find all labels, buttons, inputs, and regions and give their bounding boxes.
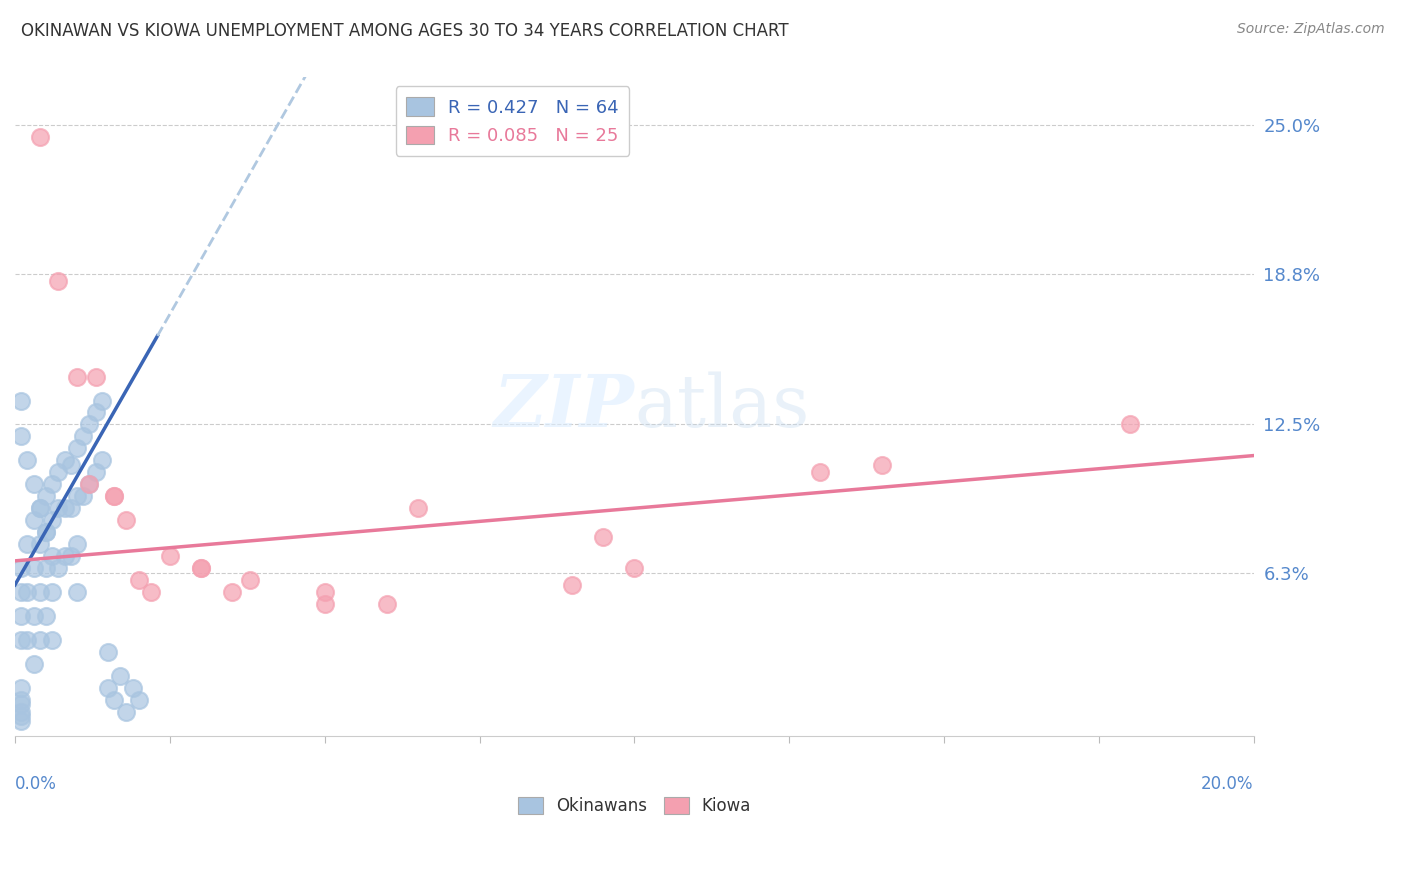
Point <box>15 537 38 551</box>
Point <box>406 501 429 516</box>
Point <box>10 429 32 443</box>
Point <box>103 692 125 706</box>
Point <box>28 501 51 516</box>
Point <box>97 645 120 659</box>
Point <box>79 477 101 491</box>
Point <box>10 632 32 647</box>
Point <box>66 369 89 384</box>
Point <box>10 692 32 706</box>
Point <box>90 393 112 408</box>
Point <box>15 632 38 647</box>
Point <box>41 513 63 527</box>
Point <box>375 597 398 611</box>
Point <box>1119 417 1142 432</box>
Point <box>314 597 336 611</box>
Point <box>10 561 32 575</box>
Point <box>128 573 150 587</box>
Point <box>53 501 76 516</box>
Point <box>314 585 336 599</box>
Point <box>103 489 125 503</box>
Point <box>22 513 45 527</box>
Point <box>66 585 89 599</box>
Point <box>221 585 243 599</box>
Point <box>115 513 138 527</box>
Point <box>28 585 51 599</box>
Point <box>79 477 101 491</box>
Point <box>59 549 82 563</box>
Point <box>53 453 76 467</box>
Point <box>66 489 89 503</box>
Point <box>10 681 32 695</box>
Point <box>10 585 32 599</box>
Text: ZIP: ZIP <box>494 371 634 442</box>
Point <box>561 578 583 592</box>
Point <box>41 477 63 491</box>
Point <box>10 393 32 408</box>
Text: 20.0%: 20.0% <box>1201 775 1254 793</box>
Point <box>22 477 45 491</box>
Point <box>870 458 893 472</box>
Point <box>623 561 645 575</box>
Point <box>97 681 120 695</box>
Point <box>10 698 32 712</box>
Text: atlas: atlas <box>634 371 810 442</box>
Point <box>90 453 112 467</box>
Point <box>28 537 51 551</box>
Point <box>22 608 45 623</box>
Point <box>84 369 107 384</box>
Point <box>41 549 63 563</box>
Point <box>110 669 132 683</box>
Point <box>121 681 143 695</box>
Point <box>84 405 107 419</box>
Point <box>592 530 614 544</box>
Point <box>72 429 94 443</box>
Point <box>159 549 181 563</box>
Point <box>35 525 58 540</box>
Point <box>141 585 163 599</box>
Point <box>66 537 89 551</box>
Point <box>10 608 32 623</box>
Point <box>15 453 38 467</box>
Point <box>84 466 107 480</box>
Point <box>22 657 45 671</box>
Point <box>10 709 32 723</box>
Point <box>59 458 82 472</box>
Text: OKINAWAN VS KIOWA UNEMPLOYMENT AMONG AGES 30 TO 34 YEARS CORRELATION CHART: OKINAWAN VS KIOWA UNEMPLOYMENT AMONG AGE… <box>21 22 789 40</box>
Point <box>10 714 32 729</box>
Point <box>15 585 38 599</box>
Point <box>22 561 45 575</box>
Text: Source: ZipAtlas.com: Source: ZipAtlas.com <box>1237 22 1385 37</box>
Point <box>48 274 70 288</box>
Point <box>239 573 262 587</box>
Point <box>41 632 63 647</box>
Point <box>41 585 63 599</box>
Point <box>808 466 831 480</box>
Point <box>28 501 51 516</box>
Point <box>190 561 212 575</box>
Point <box>128 692 150 706</box>
Legend: Okinawans, Kiowa: Okinawans, Kiowa <box>510 790 758 822</box>
Point <box>79 417 101 432</box>
Point <box>48 501 70 516</box>
Point <box>35 608 58 623</box>
Point <box>190 561 212 575</box>
Point <box>103 489 125 503</box>
Text: 0.0%: 0.0% <box>15 775 56 793</box>
Point <box>35 489 58 503</box>
Point <box>53 549 76 563</box>
Point <box>10 705 32 719</box>
Point <box>28 632 51 647</box>
Point <box>66 442 89 456</box>
Point <box>72 489 94 503</box>
Point <box>35 525 58 540</box>
Point <box>115 705 138 719</box>
Point <box>35 561 58 575</box>
Point <box>59 501 82 516</box>
Point <box>28 130 51 145</box>
Point <box>48 466 70 480</box>
Point <box>48 561 70 575</box>
